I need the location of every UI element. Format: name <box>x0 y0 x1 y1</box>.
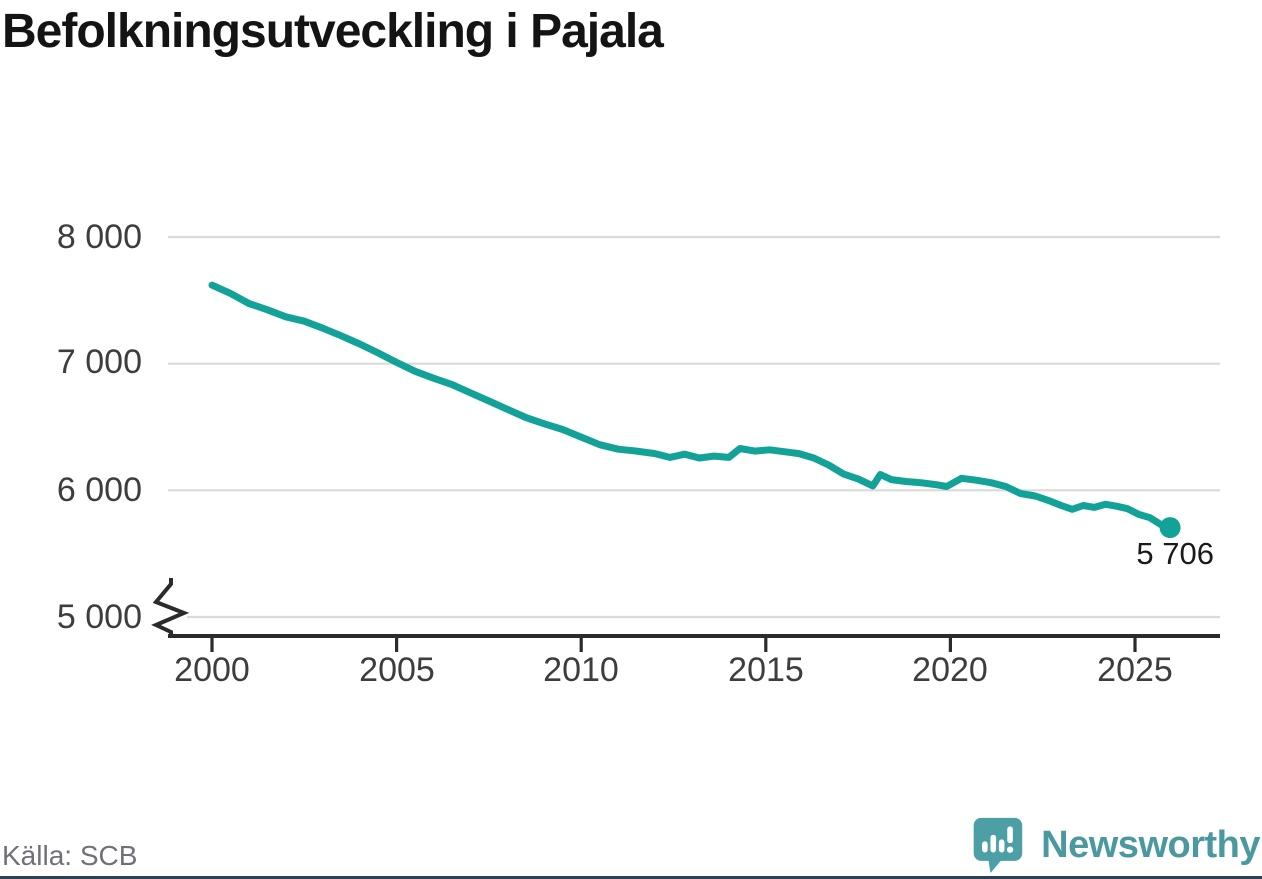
x-tick-label: 2000 <box>174 651 250 689</box>
y-tick-label: 8 000 <box>56 218 142 256</box>
chart-title: Befolkningsutveckling i Pajala <box>2 5 664 58</box>
y-axis-break-icon <box>151 578 190 636</box>
x-tick-label: 2020 <box>912 651 988 689</box>
line-end-dot <box>1159 517 1181 539</box>
y-tick-label: 6 000 <box>56 471 142 509</box>
newsworthy-chart-bubble-icon <box>973 817 1023 873</box>
x-tick-label: 2010 <box>543 651 619 689</box>
x-tick-label: 2005 <box>359 651 435 689</box>
bottom-accent-bar <box>0 876 1262 879</box>
population-line-series <box>208 281 1174 532</box>
y-tick-label: 5 000 <box>56 598 142 636</box>
line-chart-plot <box>151 235 1220 652</box>
end-value-label: 5 706 <box>1136 536 1214 571</box>
x-tick-label: 2025 <box>1097 651 1173 689</box>
newsworthy-brand: Newsworthy <box>969 814 1260 876</box>
newsworthy-wordmark: Newsworthy <box>1041 823 1260 866</box>
x-tick-label: 2015 <box>728 651 804 689</box>
source-attribution: Källa: SCB <box>2 840 138 871</box>
y-tick-label: 7 000 <box>56 343 142 381</box>
